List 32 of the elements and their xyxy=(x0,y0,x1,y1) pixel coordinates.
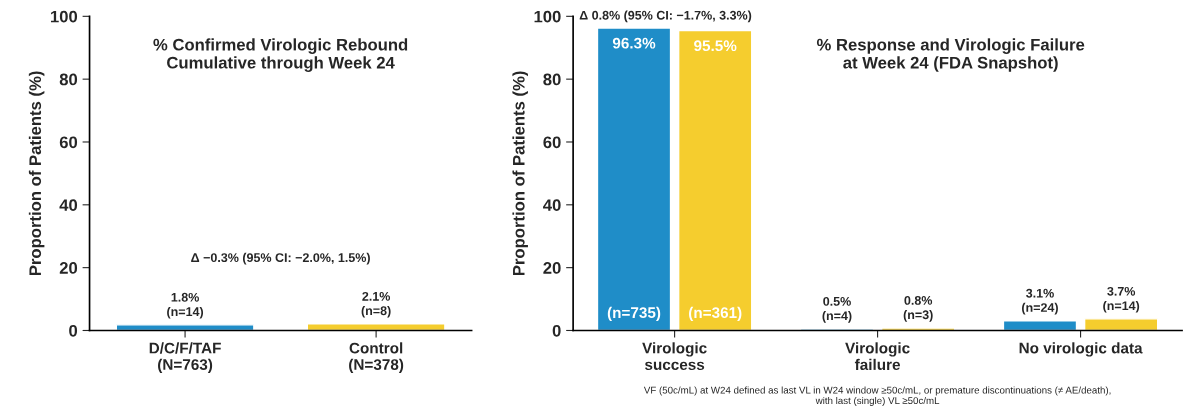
x-tick-label: Virologic failure xyxy=(845,342,910,371)
data-label: 3.7% (n=14) xyxy=(1103,286,1140,313)
text: VF (50c/mL) at W24 defined as last VL in W24 window ≥50c/mL, or premature discontinuations (≠ AE/death), with last (single) VL ≥50c/mL xyxy=(643,386,1111,406)
y-tick-label: 80 xyxy=(543,73,561,86)
y-tick-label: 60 xyxy=(59,136,78,149)
y-tick-label: 100 xyxy=(534,10,561,23)
data-label: 0.5% (n=4) xyxy=(822,296,852,323)
y-axis-title: Proportion of Patients (%) xyxy=(512,71,528,276)
annotation: Δ 0.8% (95% CI: −1.7%, 3.3%) xyxy=(579,10,752,23)
y-tick-label: 60 xyxy=(543,136,561,149)
annotation: Δ −0.3% (95% CI: −2.0%, 1.5%) xyxy=(191,252,370,265)
data-label: 2.1% (n=8) xyxy=(361,291,391,318)
x-tick-label: Control (N=378) xyxy=(349,342,404,373)
y-tick-label: 20 xyxy=(543,262,561,274)
y-tick-label: 0 xyxy=(69,324,78,337)
data-label: 0.8% (n=3) xyxy=(903,295,933,322)
x-tick-label: No virologic data xyxy=(1019,342,1143,357)
y-axis-title: Proportion of Patients (%) xyxy=(28,71,45,276)
data-label: 3.1% (n=24) xyxy=(1022,288,1058,315)
x-tick-label: D/C/F/TAF (N=763) xyxy=(149,342,221,373)
y-tick-label: 40 xyxy=(543,199,561,212)
text: 95.5% (n=361) xyxy=(689,40,742,322)
text: 96.3% (n=735) xyxy=(607,37,661,322)
y-tick-label: 80 xyxy=(59,73,78,86)
y-tick-label: 20 xyxy=(59,262,78,274)
x-tick-label: Virologic success xyxy=(642,342,707,371)
y-tick-label: 0 xyxy=(552,324,561,337)
text: % Confirmed Virologic Rebound Cumulative through Week 24 xyxy=(153,38,408,72)
y-tick-label: 100 xyxy=(50,10,78,23)
text: % Response and Virologic Failure at Week 24 (FDA Snapshot) xyxy=(816,38,1085,72)
y-tick-label: 40 xyxy=(59,199,78,212)
data-label: 1.8% (n=14) xyxy=(167,292,204,319)
